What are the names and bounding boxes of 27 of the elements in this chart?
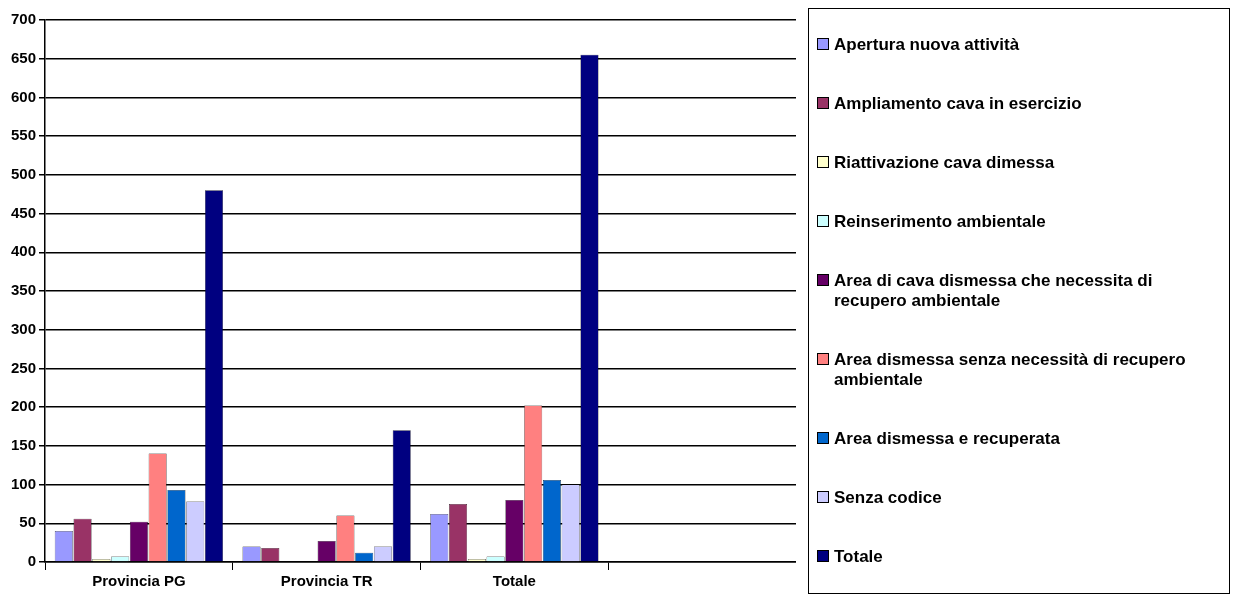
legend-label: Reinserimento ambientale [834, 211, 1046, 232]
y-tick-label: 300 [11, 319, 37, 337]
y-tick-label: 550 [11, 126, 37, 144]
legend-label: Area dismessa e recuperata [834, 429, 1060, 450]
legend-label: Riattivazione cava dimessa [834, 152, 1055, 173]
y-tick-label: 50 [19, 513, 37, 531]
y-tick-label: 600 [11, 87, 37, 105]
legend-label: Senza codice [834, 488, 942, 509]
x-tick-label: Totale [492, 572, 536, 590]
legend-label: Apertura nuova attività [834, 34, 1020, 55]
y-tick-label: 0 [27, 552, 37, 570]
y-tick-label: 650 [11, 48, 37, 66]
y-tick-label: 450 [11, 203, 37, 221]
legend-label: Totale [834, 547, 883, 568]
y-tick-label: 250 [11, 358, 37, 376]
y-tick-label: 400 [11, 242, 37, 260]
y-tick-label: 500 [11, 165, 37, 182]
y-tick-label: 100 [11, 474, 37, 492]
legend-label: Area di cava dismessa che necessita di recupero ambientale [834, 270, 1154, 311]
x-tick-label: Provincia PG [92, 572, 186, 590]
legend-label: Ampliamento cava in esercizio [834, 93, 1082, 114]
legend-label: Area dismessa senza necessità di recupero ambientale [834, 350, 1187, 391]
x-tick-label: Provincia TR [280, 572, 373, 590]
y-tick-label: 200 [11, 397, 37, 415]
y-tick-label: 350 [11, 281, 37, 299]
y-tick-label: 700 [11, 10, 37, 28]
y-tick-label: 150 [11, 436, 37, 453]
